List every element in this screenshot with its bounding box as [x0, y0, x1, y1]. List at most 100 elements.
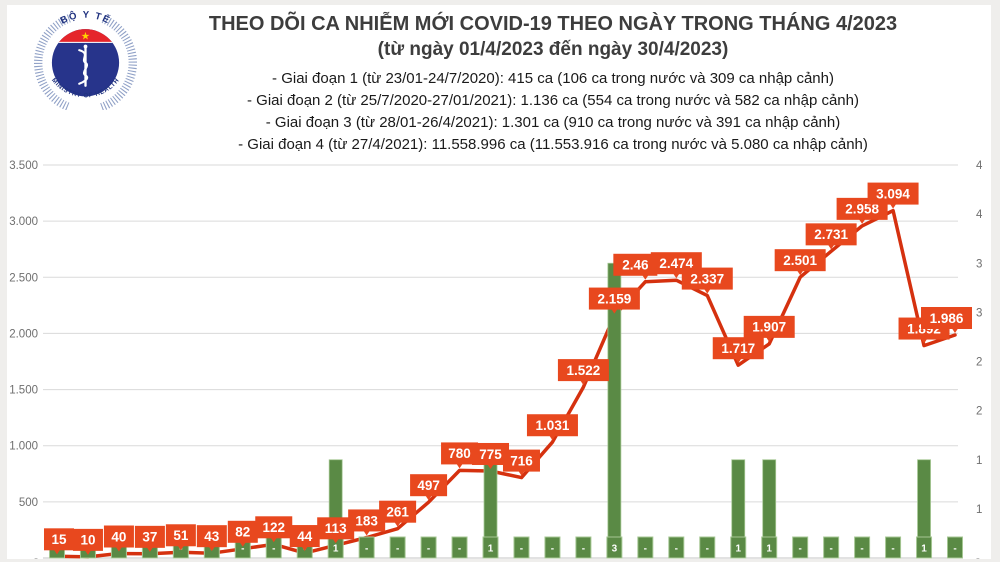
deaths-label-box: [916, 536, 933, 559]
case-label: 82: [235, 525, 250, 540]
right-axis-tick-label: -: [976, 553, 980, 562]
case-label: 15: [51, 532, 67, 547]
logo-asclepius-rod-icon: [78, 44, 89, 87]
case-label: 2.46: [622, 258, 649, 273]
deaths-label: -: [241, 544, 244, 555]
chart-title: THEO DÕI CA NHIỄM MỚI COVID-19 THEO NGÀY…: [208, 13, 898, 35]
left-axis-tick-label: 3.500: [9, 160, 38, 172]
deaths-label: -: [891, 544, 894, 555]
case-label-box: [805, 223, 857, 246]
case-label: 183: [355, 513, 378, 528]
deaths-label: -: [706, 544, 709, 555]
case-label: 2.731: [814, 227, 848, 242]
deaths-label: -: [520, 544, 523, 555]
deaths-label: -: [829, 544, 832, 555]
deaths-label: -: [396, 544, 399, 555]
page-margin-right: [991, 0, 1000, 562]
case-label-box: [441, 442, 479, 465]
deaths-label: 1: [921, 544, 927, 555]
case-label-box: [681, 267, 733, 290]
page-margin-left: [0, 0, 7, 562]
deaths-label: -: [272, 544, 275, 555]
deaths-label: 1: [766, 544, 772, 555]
deaths-label-box: [885, 536, 902, 559]
logo-star-icon: ★: [81, 31, 91, 43]
deaths-label: 3: [612, 544, 618, 555]
phase-4-summary: - Giai đoạn 4 (từ 27/4/2021): 11.558.996…: [238, 136, 868, 153]
case-label: 2.337: [690, 271, 724, 286]
case-label: 2.958: [845, 202, 879, 217]
right-axis-tick-label: 4: [976, 160, 983, 172]
case-label: 40: [111, 529, 126, 544]
left-axis-tick-label: 3.000: [9, 216, 38, 228]
case-label-box: [348, 509, 386, 532]
deaths-label: -: [860, 544, 863, 555]
left-axis-tick-label: 1.000: [9, 441, 38, 453]
deaths-label-box: [389, 536, 406, 559]
case-label: 1.717: [721, 341, 755, 356]
deaths-label: -: [644, 544, 647, 555]
deaths-label: 1: [488, 544, 494, 555]
case-label-box: [410, 474, 448, 497]
deaths-label-box: [823, 536, 840, 559]
deaths-label-box: [420, 536, 437, 559]
case-label: 261: [386, 504, 409, 519]
deaths-label: -: [427, 544, 430, 555]
case-label-box: [502, 449, 540, 472]
case-label: 43: [204, 529, 220, 544]
right-axis-tick-label: 1: [976, 504, 982, 516]
case-label: 113: [325, 521, 347, 536]
deaths-label-box: [730, 536, 747, 559]
case-label-box: [588, 287, 640, 310]
case-label: 1.986: [930, 311, 964, 326]
deaths-label-box: [761, 536, 778, 559]
logo-hatch-right-arc: [100, 14, 137, 110]
phase-2-summary: - Giai đoạn 2 (từ 25/7/2020-27/01/2021):…: [247, 92, 859, 109]
page-margin-bottom: [0, 559, 1000, 562]
case-label: 51: [173, 528, 189, 543]
deaths-label-box: [637, 536, 654, 559]
case-label: 1.907: [752, 320, 786, 335]
case-label-box: [921, 307, 972, 330]
case-label: 1.031: [536, 418, 570, 433]
deaths-label: -: [582, 544, 585, 555]
deaths-label-box: [792, 536, 809, 559]
left-axis-tick-label: 500: [19, 497, 38, 509]
chart-header: THEO DÕI CA NHIỄM MỚI COVID-19 THEO NGÀY…: [118, 13, 988, 156]
case-label-box: [774, 249, 826, 272]
case-label: 2.159: [597, 291, 631, 306]
right-axis-tick-label: 2: [976, 357, 982, 369]
case-label: 37: [142, 530, 157, 545]
deaths-label: -: [458, 544, 461, 555]
case-label-box: [472, 442, 510, 465]
case-label-box: [712, 337, 764, 360]
logo-band-divider: [51, 41, 120, 43]
deaths-label: -: [365, 544, 368, 555]
deaths-label-box: [947, 536, 963, 559]
case-label-box: [867, 182, 919, 205]
deaths-label-box: [482, 536, 499, 559]
right-axis-tick-label: 1: [976, 455, 982, 467]
chart-subtitle: (từ ngày 01/4/2023 đến ngày 30/4/2023): [377, 39, 729, 60]
case-label: 3.094: [876, 186, 910, 201]
case-label-box: [557, 359, 609, 382]
deaths-label-box: [513, 536, 530, 559]
case-label-box: [134, 525, 165, 548]
logo-top-text: BỘ Y TẾ: [59, 9, 113, 26]
case-label-box: [379, 500, 417, 523]
case-label-box: [103, 525, 134, 548]
left-axis-tick-label: -: [34, 553, 38, 562]
deaths-label-box: [699, 536, 716, 559]
case-label: 780: [448, 446, 471, 461]
case-label: 1.522: [567, 363, 601, 378]
case-label-box: [196, 525, 227, 548]
case-label-box: [289, 525, 320, 548]
right-axis-tick-label: 3: [976, 258, 982, 270]
deaths-label-box: [668, 536, 685, 559]
deaths-label: -: [799, 544, 802, 555]
case-label: 10: [80, 533, 95, 548]
case-label: 44: [297, 529, 313, 544]
deaths-label: -: [675, 544, 678, 555]
